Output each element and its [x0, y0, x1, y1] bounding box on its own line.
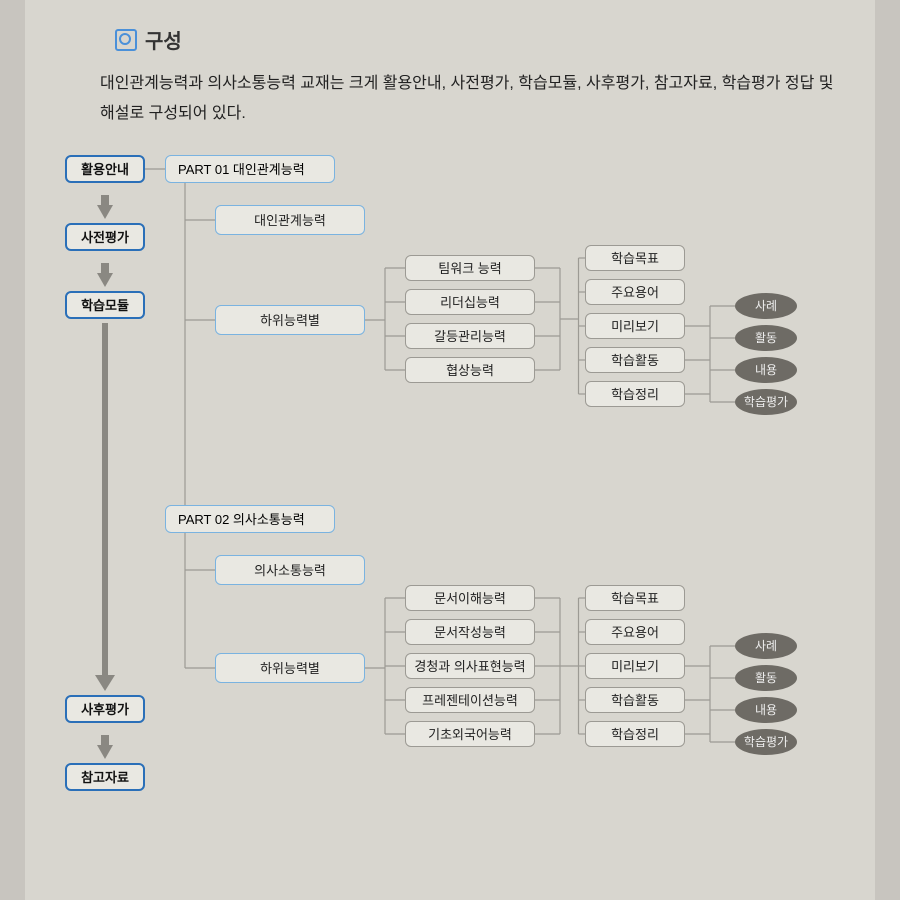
part1-title: PART 01 대인관계능력 [165, 155, 335, 183]
part1-sub-3: 협상능력 [405, 357, 535, 383]
section-title: 구성 [145, 25, 182, 54]
part2-out-1: 주요용어 [585, 619, 685, 645]
part2-oval-2: 내용 [735, 697, 797, 723]
part2-sub-4: 기초외국어능력 [405, 721, 535, 747]
part2-out-3: 학습활동 [585, 687, 685, 713]
part2-main: 의사소통능력 [215, 555, 365, 585]
part1-oval-2: 내용 [735, 357, 797, 383]
page-container: 구성 대인관계능력과 의사소통능력 교재는 크게 활용안내, 사전평가, 학습모… [25, 0, 875, 900]
part2-sub-2: 경청과 의사표현능력 [405, 653, 535, 679]
flow-arrow-icon [97, 745, 113, 759]
part2-out-4: 학습정리 [585, 721, 685, 747]
flow-n5: 참고자료 [65, 763, 145, 791]
part2-sub-0: 문서이해능력 [405, 585, 535, 611]
intro-paragraph: 대인관계능력과 의사소통능력 교재는 크게 활용안내, 사전평가, 학습모듈, … [100, 69, 835, 130]
flow-arrow-icon [97, 273, 113, 287]
flow-long-arrow-icon [95, 675, 115, 691]
part1-out-1: 주요용어 [585, 279, 685, 305]
part1-sub-2: 갈등관리능력 [405, 323, 535, 349]
part2-out-0: 학습목표 [585, 585, 685, 611]
part1-out-0: 학습목표 [585, 245, 685, 271]
part1-sub-0: 팀워크 능력 [405, 255, 535, 281]
flow-n1: 활용안내 [65, 155, 145, 183]
structure-diagram: 활용안내사전평가학습모듈사후평가참고자료 PART 01 대인관계능력대인관계능력… [55, 155, 875, 835]
part2-oval-3: 학습평가 [735, 729, 797, 755]
flow-n2: 사전평가 [65, 223, 145, 251]
magnifier-icon [115, 29, 137, 51]
part2-sub-1: 문서작성능력 [405, 619, 535, 645]
flow-long-line [102, 323, 108, 677]
part1-out-4: 학습정리 [585, 381, 685, 407]
part1-out-2: 미리보기 [585, 313, 685, 339]
flow-arrow-icon [97, 205, 113, 219]
part2-title: PART 02 의사소통능력 [165, 505, 335, 533]
part2-oval-0: 사례 [735, 633, 797, 659]
flow-n3: 학습모듈 [65, 291, 145, 319]
part2-oval-1: 활동 [735, 665, 797, 691]
part2-sublabel: 하위능력별 [215, 653, 365, 683]
section-heading: 구성 [115, 25, 845, 54]
part1-oval-3: 학습평가 [735, 389, 797, 415]
part1-oval-0: 사례 [735, 293, 797, 319]
part2-out-2: 미리보기 [585, 653, 685, 679]
flow-n4: 사후평가 [65, 695, 145, 723]
part1-sublabel: 하위능력별 [215, 305, 365, 335]
part2-sub-3: 프레젠테이션능력 [405, 687, 535, 713]
part1-oval-1: 활동 [735, 325, 797, 351]
part1-sub-1: 리더십능력 [405, 289, 535, 315]
part1-main: 대인관계능력 [215, 205, 365, 235]
part1-out-3: 학습활동 [585, 347, 685, 373]
